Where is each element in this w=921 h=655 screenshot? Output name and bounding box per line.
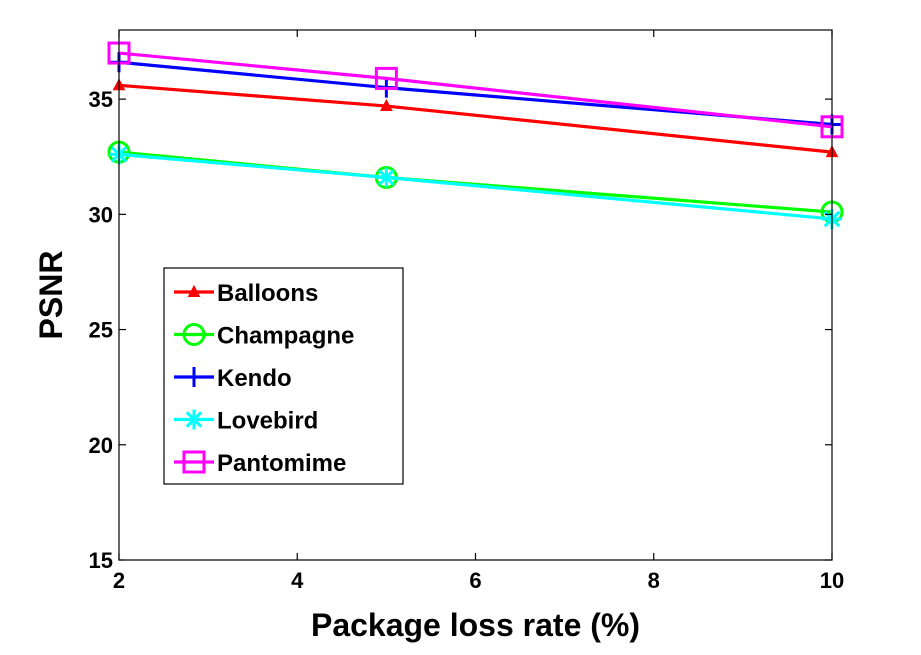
data-point — [182, 450, 206, 474]
x-tick-label: 4 — [291, 568, 304, 593]
data-point — [187, 284, 201, 297]
x-tick-label: 8 — [648, 568, 660, 593]
y-axis-label: PSNR — [33, 251, 69, 340]
legend-item: Kendo — [174, 365, 292, 392]
legend-item: Pantomime — [174, 450, 346, 477]
legend-item: Lovebird — [174, 408, 318, 435]
legend-label: Balloons — [217, 280, 318, 307]
data-point — [380, 98, 393, 112]
legend: Balloons Champagne Kendo Lovebird Pantomime — [163, 267, 404, 485]
data-point — [184, 409, 204, 430]
x-tick-label: 2 — [113, 568, 125, 593]
y-tick-label: 15 — [89, 548, 113, 573]
x-tick-label: 6 — [469, 568, 481, 593]
x-tick-label: 10 — [820, 568, 844, 593]
legend-item: Balloons — [174, 280, 318, 307]
axes: 2 4 6 8 10 15 20 25 30 35 — [89, 29, 844, 593]
legend-item: Champagne — [174, 323, 354, 350]
legend-label: Kendo — [217, 365, 292, 392]
data-point — [182, 323, 206, 346]
x-axis-label: Package loss rate (%) — [311, 607, 640, 643]
legend-label: Pantomime — [217, 450, 346, 477]
y-tick-label: 35 — [89, 87, 113, 112]
y-tick-label: 20 — [89, 433, 113, 458]
data-point — [374, 66, 398, 90]
y-tick-label: 30 — [89, 202, 113, 227]
data-point — [184, 367, 204, 387]
data-point — [376, 167, 397, 188]
legend-label: Lovebird — [217, 408, 318, 435]
legend-label: Champagne — [217, 323, 354, 350]
y-tick-label: 25 — [89, 318, 113, 343]
series-line — [118, 51, 833, 129]
